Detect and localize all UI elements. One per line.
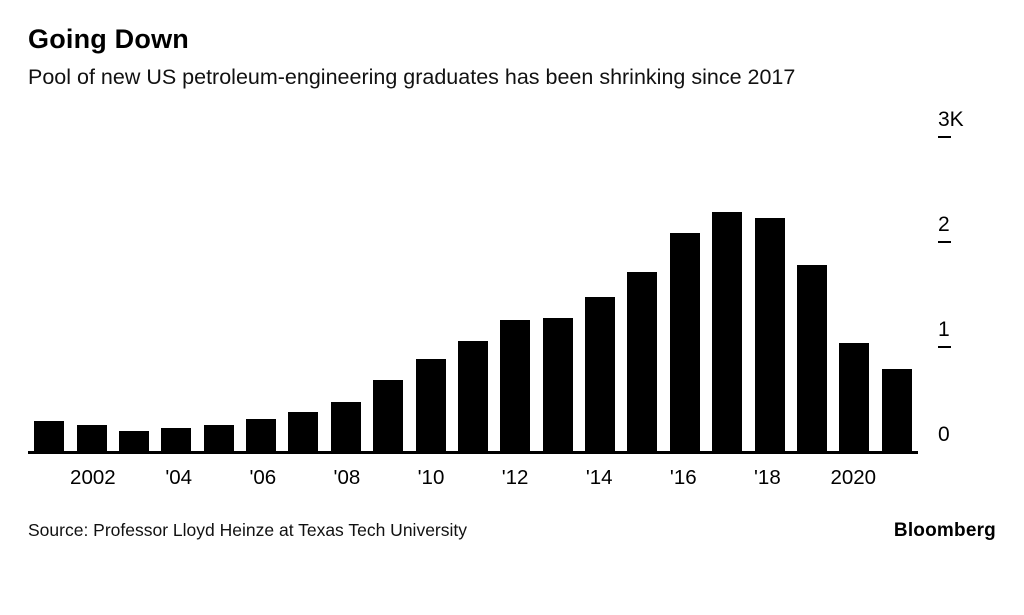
bar-2001 bbox=[34, 421, 65, 452]
bar-column-2010 bbox=[409, 121, 451, 452]
bar-2018 bbox=[754, 218, 785, 452]
bar-column-2003 bbox=[113, 121, 155, 452]
y-tick-value: 3K bbox=[938, 108, 964, 132]
x-tick-label-2019 bbox=[788, 466, 830, 490]
x-tick-label-2004: '04 bbox=[165, 466, 193, 490]
bar-column-2014 bbox=[579, 121, 621, 452]
bar-column-2013 bbox=[537, 121, 579, 452]
bar-column-2002 bbox=[70, 121, 112, 452]
bar-column-2009 bbox=[367, 121, 409, 452]
bar-column-2020 bbox=[833, 121, 875, 452]
bar-column-2004 bbox=[155, 121, 197, 452]
y-tick-0: 0 bbox=[938, 424, 950, 445]
bar-column-2017 bbox=[706, 121, 748, 452]
x-tick-label-2018: '18 bbox=[754, 466, 781, 490]
bar-2002 bbox=[76, 425, 107, 452]
bar-2009 bbox=[373, 380, 404, 452]
x-tick-label-2014: '14 bbox=[585, 466, 613, 490]
chart-footer: Source: Professor Lloyd Heinze at Texas … bbox=[28, 520, 996, 542]
x-tick-label-2020: 2020 bbox=[830, 466, 877, 490]
bar-2012 bbox=[500, 320, 531, 452]
y-tick-2: 2 bbox=[938, 213, 951, 244]
bar-2007 bbox=[288, 412, 319, 452]
y-tick-mark bbox=[938, 241, 951, 244]
x-tick-label-2016: '16 bbox=[669, 466, 697, 490]
y-tick-value: 0 bbox=[938, 423, 950, 447]
x-tick-label-2010: '10 bbox=[417, 466, 445, 490]
bar-2006 bbox=[246, 419, 277, 452]
x-tick-label-2003 bbox=[116, 466, 158, 490]
bar-column-2006 bbox=[240, 121, 282, 452]
bar-column-2008 bbox=[325, 121, 367, 452]
bar-2013 bbox=[542, 318, 573, 452]
bars bbox=[28, 121, 918, 455]
x-tick-label-2011 bbox=[452, 466, 494, 490]
y-axis: 3K 2 1 0 bbox=[926, 109, 996, 451]
bar-2014 bbox=[585, 297, 616, 452]
bar-column-2001 bbox=[28, 121, 70, 452]
bar-2008 bbox=[330, 402, 361, 452]
x-tick-label-2015 bbox=[620, 466, 662, 490]
x-tick-label-2009 bbox=[368, 466, 410, 490]
bar-column-2005 bbox=[198, 121, 240, 452]
x-tick-label-2017 bbox=[704, 466, 746, 490]
bar-2021 bbox=[881, 369, 912, 452]
bar-column-2021 bbox=[876, 121, 918, 452]
x-tick-label-2012: '12 bbox=[501, 466, 529, 490]
bar-2016 bbox=[669, 233, 700, 452]
bar-2011 bbox=[457, 341, 488, 452]
bar-2010 bbox=[415, 359, 446, 452]
chart-subtitle: Pool of new US petroleum-engineering gra… bbox=[28, 65, 796, 89]
y-tick-value: 1 bbox=[938, 318, 950, 342]
x-tick-label-2005 bbox=[200, 466, 242, 490]
bar-column-2019 bbox=[791, 121, 833, 452]
bar-2020 bbox=[839, 343, 870, 452]
bar-column-2016 bbox=[664, 121, 706, 452]
y-tick-3K: 3K bbox=[938, 108, 964, 139]
bloomberg-logo: Bloomberg bbox=[893, 520, 996, 542]
bar-column-2011 bbox=[452, 121, 494, 452]
x-axis-labels: 2002 '04 '06 '08 '10 '12 '14 '16 '18 2020 bbox=[28, 454, 996, 490]
x-tick-label-2007 bbox=[284, 466, 326, 490]
bar-2017 bbox=[712, 212, 743, 452]
y-tick-mark bbox=[938, 136, 951, 139]
bar-2015 bbox=[627, 272, 658, 452]
chart-area: 3K 2 1 0 bbox=[28, 109, 996, 455]
x-tick-label-2008: '08 bbox=[333, 466, 361, 490]
x-tick-label-2002: 2002 bbox=[70, 466, 116, 490]
bar-2005 bbox=[203, 425, 234, 452]
chart-title: Going Down bbox=[28, 24, 189, 54]
x-tick-label-2006: '06 bbox=[249, 466, 277, 490]
bar-column-2012 bbox=[494, 121, 536, 452]
y-tick-value: 2 bbox=[938, 213, 950, 237]
x-tick-label-2021 bbox=[876, 466, 918, 490]
bar-2004 bbox=[161, 428, 192, 452]
y-tick-mark bbox=[938, 346, 951, 349]
x-tick-label-2001 bbox=[28, 466, 70, 490]
chart-header: Going Down Pool of new US petroleum-engi… bbox=[0, 0, 1024, 91]
bar-2003 bbox=[118, 431, 149, 452]
bar-column-2018 bbox=[748, 121, 790, 452]
x-tick-label-2013 bbox=[536, 466, 578, 490]
bar-column-2015 bbox=[621, 121, 663, 452]
bar-column-2007 bbox=[282, 121, 324, 452]
y-tick-1: 1 bbox=[938, 318, 951, 349]
source-note: Source: Professor Lloyd Heinze at Texas … bbox=[28, 520, 468, 541]
bar-2019 bbox=[796, 265, 827, 452]
